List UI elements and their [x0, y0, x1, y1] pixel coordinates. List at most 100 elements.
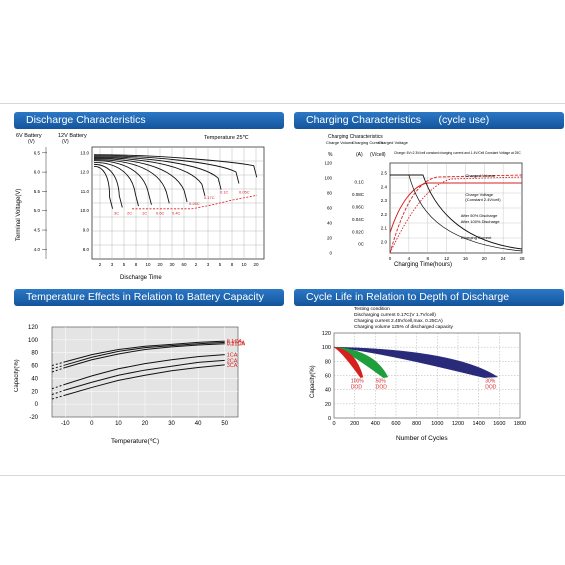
charging-x-tick: 24 — [501, 256, 507, 261]
temperature-series-label: 3CA — [227, 363, 238, 369]
cycle-y-tick: 80 — [325, 359, 331, 365]
discharge-curve-0.6C — [93, 160, 152, 205]
temperature-x-tick: 0 — [90, 421, 94, 427]
cycle-x-tick: 200 — [350, 421, 359, 427]
discharge-rate-label: 2C — [127, 211, 132, 216]
discharge-y-tick-12v: 10.0 — [80, 208, 89, 213]
temperature-header: Temperature Effects in Relation to Batte… — [14, 289, 284, 306]
discharge-col-6v: 6V Battery — [16, 133, 42, 139]
charging-subtitle: Charging Characteristics — [328, 134, 383, 140]
cycle-y-tick: 120 — [322, 331, 331, 337]
charging-y-tick-current: 0.06C — [352, 204, 365, 209]
discharge-col-6v-unit: (V) — [28, 139, 35, 145]
cycle-test-title: Testing condition — [354, 306, 390, 312]
cycle-band-label: DOD — [376, 385, 388, 391]
charging-y-tick-voltage: 2.1 — [381, 226, 388, 231]
cycle-test-2: Charging current 2.45V/cell,max. 0.25CA) — [354, 318, 443, 324]
discharge-x-tick: 8 — [135, 262, 138, 267]
charging-volume-100-curve — [389, 176, 523, 254]
discharge-header: Discharge Characteristics — [14, 112, 284, 129]
temperature-xlabel: Temperature(℃) — [111, 438, 159, 445]
charging-x-tick: 16 — [463, 256, 469, 261]
discharge-col-12v-unit: (V) — [62, 139, 69, 145]
charging-panel: Charging Characteristics (cycle use) Cha… — [294, 112, 564, 282]
temperature-y-tick: 60 — [31, 364, 38, 370]
cycle-test-1: Discharging current 0.17C(V 1.7V/cell) — [354, 312, 436, 318]
charging-legend-label: Charging Current — [461, 235, 493, 240]
cycle-x-tick: 1400 — [473, 421, 485, 427]
temperature-series-label: 1CA — [227, 353, 238, 359]
cycle-x-tick: 1800 — [514, 421, 526, 427]
discharge-rate-label: 0.4C — [172, 211, 181, 216]
discharge-col-12v: 12V Battery — [58, 133, 87, 139]
temperature-y-tick: 0 — [35, 402, 39, 408]
charging-y-tick-current: 0.04C — [352, 217, 365, 222]
discharge-cutoff-line — [132, 194, 258, 210]
cycle-y-tick: 0 — [328, 416, 331, 422]
cycle-title: Cycle Life in Relation to Depth of Disch… — [306, 291, 510, 303]
discharge-x-tick: 20 — [253, 262, 259, 267]
temperature-y-tick: -20 — [29, 415, 38, 421]
charging-unit-pct: % — [328, 152, 333, 158]
temperature-series-label: 0.17CA — [227, 340, 246, 346]
discharge-x-tick: 30 — [169, 262, 175, 267]
discharge-y-tick-12v: 13.0 — [80, 150, 89, 155]
temperature-curve-0.1CA — [65, 340, 225, 363]
top-divider — [0, 103, 565, 104]
discharge-y-tick-6v: 5.0 — [34, 208, 41, 213]
temperature-series-label: 2CA — [227, 358, 238, 364]
charging-current-100-curve — [390, 174, 523, 250]
charging-y-tick-voltage: 2.4 — [381, 184, 388, 189]
discharge-y-tick-12v: 11.0 — [81, 189, 90, 194]
discharge-x-tick: 60 — [181, 262, 187, 267]
temperature-y-tick: 40 — [31, 376, 38, 382]
cycle-band-label: 50% — [376, 379, 387, 385]
discharge-chart: 6V Battery (V) 12V Battery (V) Temperatu… — [16, 133, 265, 281]
charging-x-tick: 28 — [519, 256, 525, 261]
temperature-y-tick: 80 — [31, 351, 38, 357]
charging-y-tick-volume: 120 — [324, 161, 332, 166]
cycle-x-tick: 800 — [412, 421, 421, 427]
charging-legend-label: After 50% Discharge — [461, 213, 498, 218]
cycle-xlabel: Number of Cycles — [396, 435, 448, 442]
temperature-curve-0.21CA — [65, 343, 225, 368]
charging-y-tick-volume: 100 — [324, 176, 332, 181]
temperature-x-tick: 30 — [168, 421, 175, 427]
cycle-band-label: DOD — [485, 385, 497, 391]
discharge-rate-label: 0.25C — [189, 201, 200, 206]
charging-y-tick-voltage: 2.0 — [381, 240, 388, 245]
discharge-temperature: Temperature 25℃ — [204, 135, 250, 141]
discharge-curve-2C — [93, 163, 123, 208]
temperature-curve-0.17CA — [65, 341, 225, 366]
cycle-y-tick: 100 — [322, 345, 331, 351]
cycle-x-tick: 400 — [371, 421, 380, 427]
discharge-x-tick: 3 — [207, 262, 210, 267]
cycle-ylabel: Capacity(%) — [310, 365, 316, 398]
temperature-y-tick: 20 — [31, 389, 38, 395]
temperature-x-tick: 40 — [195, 421, 202, 427]
discharge-y-tick-12v: 9.0 — [83, 228, 90, 233]
cycle-x-tick: 1000 — [431, 421, 443, 427]
cycle-y-tick: 20 — [325, 402, 331, 408]
discharge-x-tick: 3 — [111, 262, 114, 267]
discharge-x-tick: 10 — [241, 262, 247, 267]
charging-unit-v: (V/cell) — [370, 152, 386, 158]
charging-y-tick-volume: 40 — [327, 221, 333, 226]
temperature-panel: Temperature Effects in Relation to Batte… — [14, 289, 284, 459]
bottom-divider — [0, 475, 565, 476]
cycle-band-label: 100% — [351, 379, 364, 385]
discharge-y-tick-6v: 4.5 — [34, 228, 41, 233]
discharge-rate-label: 3C — [114, 211, 119, 216]
cycle-band-label: 30% — [485, 379, 496, 385]
temperature-series-label: 0.1CA — [227, 339, 243, 345]
charging-head-voltage: Charged Voltage — [378, 140, 409, 145]
temperature-chart: Capacity(%) Temperature(℃) -10 0 10 20 30 40 5… — [14, 325, 246, 445]
charging-y-tick-voltage: 2.5 — [381, 171, 388, 176]
charging-x-tick: 8 — [426, 256, 429, 261]
charging-y-tick-voltage: 2.2 — [381, 212, 388, 217]
charging-y-tick-voltage: 2.3 — [381, 198, 388, 203]
discharge-y-tick-6v: 5.5 — [34, 189, 41, 194]
charging-head-current: Charging Current — [352, 140, 384, 145]
charging-title: Charging Characteristics — [306, 114, 421, 126]
discharge-curve-3C — [93, 165, 114, 209]
